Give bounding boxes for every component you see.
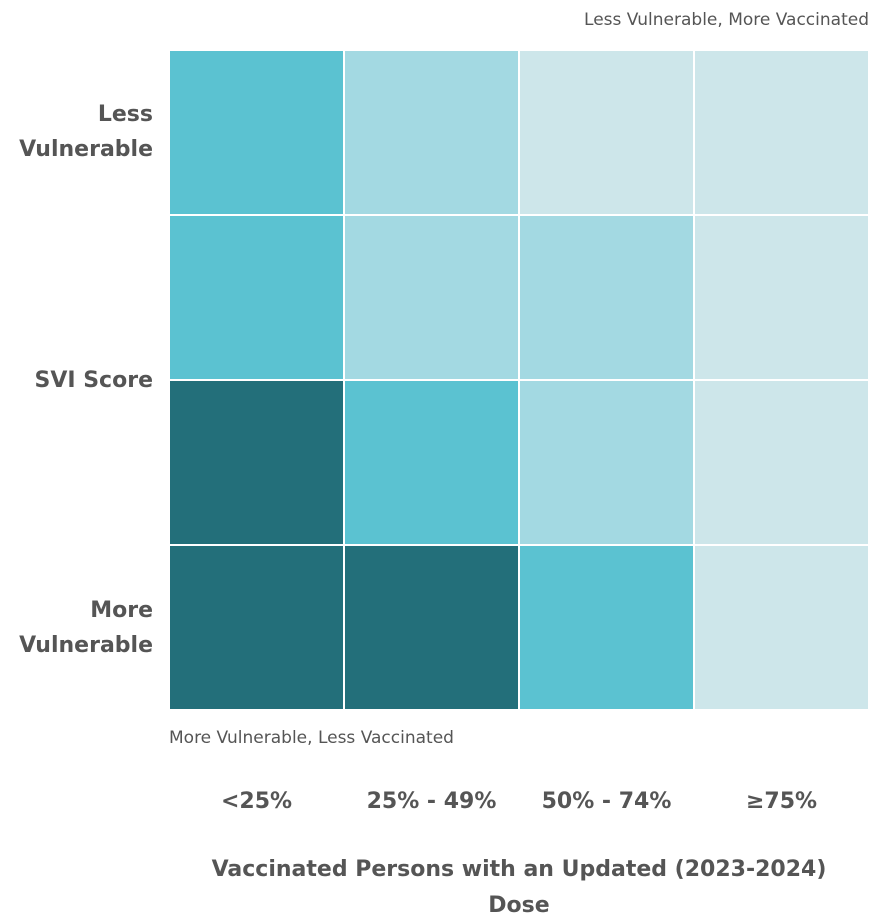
x-label: ≥75%: [746, 789, 817, 814]
y-label: Vulnerable: [19, 137, 153, 162]
grid-cell: [343, 214, 520, 381]
grid-cell: [168, 49, 345, 216]
y-label: Less: [98, 102, 153, 127]
grid-cell: [518, 214, 695, 381]
grid-cell: [343, 544, 520, 711]
y-label: Vulnerable: [19, 633, 153, 658]
corner-top-label: Less Vulnerable, More Vaccinated: [584, 10, 869, 30]
grid-cell: [168, 379, 345, 546]
y-axis-title: SVI Score: [35, 368, 154, 393]
grid-cell: [693, 214, 870, 381]
grid-cell: [343, 379, 520, 546]
x-label: 25% - 49%: [367, 789, 497, 814]
grid-cell: [518, 49, 695, 216]
grid-cell: [518, 379, 695, 546]
corner-bottom-label: More Vulnerable, Less Vaccinated: [169, 728, 454, 748]
grid-cell: [693, 379, 870, 546]
x-label: 50% - 74%: [542, 789, 672, 814]
grid-cell: [518, 544, 695, 711]
grid-cell: [693, 544, 870, 711]
grid-cell: [168, 214, 345, 381]
grid-cell: [343, 49, 520, 216]
y-label: More: [90, 598, 153, 623]
x-axis-title: Dose: [488, 893, 549, 918]
x-axis-title: Vaccinated Persons with an Updated (2023…: [212, 857, 827, 882]
x-label: <25%: [221, 789, 292, 814]
grid-cell: [168, 544, 345, 711]
grid-cell: [693, 49, 870, 216]
